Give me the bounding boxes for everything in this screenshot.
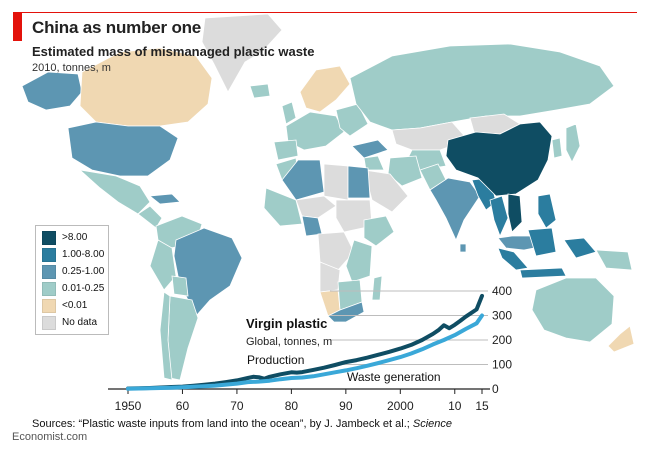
region-indonesia-borneo (527, 227, 557, 257)
legend-item: <0.01 (42, 298, 88, 313)
x-tick-label: 1950 (115, 399, 142, 413)
region-korea (551, 137, 563, 159)
region-levant (363, 155, 385, 171)
chart-units: 2010, tonnes, m (32, 62, 111, 74)
region-vietnam (507, 193, 523, 233)
source-journal: Science (412, 418, 453, 430)
legend-swatch (42, 315, 56, 330)
map-legend: >8.00 1.00-8.00 0.25-1.00 0.01-0.25 <0.0… (35, 225, 109, 335)
x-tick-label: 15 (475, 399, 489, 413)
source-text: Sources: “Plastic waste inputs from land… (32, 418, 410, 430)
region-iceland (249, 83, 271, 99)
region-mexico (78, 169, 151, 215)
legend-swatch (42, 230, 56, 245)
legend-label: <0.01 (62, 300, 88, 311)
region-brazil (173, 227, 243, 317)
series-label-waste: Waste generation (347, 370, 441, 384)
legend-label: No data (62, 317, 98, 328)
region-australia (531, 277, 615, 343)
region-ethiopia (363, 215, 395, 247)
region-alaska (21, 71, 83, 111)
legend-item: 0.01-0.25 (42, 281, 105, 296)
waste-generation-line (126, 313, 484, 391)
x-tick-label: 90 (339, 399, 353, 413)
legend-label: 0.01-0.25 (62, 283, 105, 294)
x-tick-label: 10 (448, 399, 462, 413)
y-tick-label: 200 (492, 333, 512, 347)
region-iberia (273, 139, 299, 161)
y-tick-label: 0 (492, 382, 499, 396)
source-note: Sources: “Plastic waste inputs from land… (32, 418, 452, 430)
x-tick-label: 70 (230, 399, 244, 413)
region-india (429, 177, 481, 242)
legend-label: 1.00-8.00 (62, 249, 105, 260)
series-label-production: Production (247, 353, 304, 367)
y-tick-label: 400 (492, 284, 512, 298)
chart-subtitle: Estimated mass of mismanaged plastic was… (32, 44, 315, 59)
region-russia (349, 43, 615, 131)
y-tick-label: 100 (492, 358, 512, 372)
chart-title: China as number one (32, 18, 202, 37)
region-bolivia (171, 275, 189, 297)
inset-subtitle: Global, tonnes, m (246, 336, 332, 348)
brand-red-tag (13, 12, 22, 41)
x-tick-label: 80 (285, 399, 299, 413)
legend-item: 1.00-8.00 (42, 247, 105, 262)
legend-item: 0.25-1.00 (42, 264, 105, 279)
legend-swatch (42, 298, 56, 313)
brand-footer: Economist.com (12, 431, 88, 443)
region-indonesia-east (563, 237, 597, 259)
legend-swatch (42, 264, 56, 279)
region-peru (149, 239, 177, 291)
region-caribbean (148, 193, 181, 205)
region-chile (159, 291, 173, 381)
region-west-africa (263, 187, 303, 227)
region-central-africa (317, 231, 355, 271)
region-iran (387, 155, 423, 187)
region-madagascar (371, 275, 383, 301)
region-usa (67, 121, 179, 177)
region-sudan (335, 199, 373, 233)
region-thailand (489, 195, 509, 238)
region-china (445, 121, 553, 197)
region-saudi-arabia (363, 169, 409, 213)
region-uk (281, 101, 297, 125)
legend-item: >8.00 (42, 230, 88, 245)
region-sri-lanka (459, 243, 467, 253)
region-algeria (281, 159, 325, 201)
legend-swatch (42, 281, 56, 296)
region-greenland (201, 13, 283, 93)
region-eastern-europe (335, 103, 369, 137)
x-tick-label: 2000 (387, 399, 414, 413)
region-turkey (351, 139, 389, 159)
region-japan (565, 123, 581, 163)
legend-swatch (42, 247, 56, 262)
region-indonesia-java (519, 267, 567, 279)
y-tick-label: 300 (492, 309, 512, 323)
region-philippines (537, 193, 557, 229)
inset-title: Virgin plastic (246, 316, 327, 331)
legend-item: No data (42, 315, 98, 330)
x-tick-label: 60 (176, 399, 190, 413)
region-papua (595, 249, 633, 271)
region-indonesia-sumatra (497, 247, 529, 271)
region-east-africa (345, 239, 373, 283)
legend-label: 0.25-1.00 (62, 266, 105, 277)
region-scandinavia (299, 65, 351, 113)
region-sahel (295, 195, 337, 219)
region-south-africa (327, 301, 365, 323)
region-central-america (137, 205, 163, 229)
region-new-zealand (607, 325, 635, 353)
region-canada (79, 47, 213, 127)
legend-label: >8.00 (62, 232, 88, 243)
header-rule (13, 12, 637, 13)
region-egypt (347, 165, 371, 199)
